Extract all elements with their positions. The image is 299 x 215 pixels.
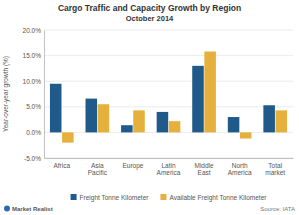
y-tick-label: -5.0% — [24, 155, 41, 162]
grid — [44, 30, 293, 158]
x-tick: Africa — [53, 158, 70, 169]
legend-swatch — [71, 194, 77, 200]
legend-item: Freight Tonne Kilometer — [71, 194, 150, 202]
x-axis-line — [45, 158, 294, 159]
y-tick-label: 20.0% — [23, 27, 42, 34]
title: Cargo Traffic and Capacity Growth by Reg… — [58, 3, 241, 13]
y-axis-line — [44, 31, 45, 159]
y-tick-label: 0.0% — [26, 129, 41, 136]
bar — [204, 52, 216, 133]
bar — [276, 110, 288, 132]
bar — [192, 66, 204, 133]
y-tick-label: 15.0% — [23, 52, 42, 59]
y-tick: 15.0% — [23, 52, 44, 59]
plot: -5.0% 0.0% 5.0% 10.0% 15.0% 20.0% Africa AsiaPa… — [23, 27, 294, 176]
grid-line — [44, 55, 293, 56]
x-axis: Africa AsiaPacific Europe LatinAmerica Middl… — [45, 158, 294, 176]
grid-line — [44, 132, 293, 133]
y-tick: 5.0% — [26, 103, 44, 110]
grid-line — [44, 106, 293, 107]
legend-label: Available Freight Tonne Kilometer — [169, 194, 267, 202]
logo-icon — [4, 206, 10, 212]
y-tick-label: 5.0% — [26, 103, 41, 110]
y-tick: 0.0% — [26, 129, 44, 136]
x-tick: Totalmarket — [265, 158, 285, 176]
y-tick: 10.0% — [23, 78, 44, 85]
y-axis-title: Year-over-year growth (%) — [2, 56, 10, 132]
bar — [98, 104, 110, 132]
x-tick-label: Europe — [122, 162, 143, 170]
bar — [240, 132, 252, 138]
y-tick: -5.0% — [24, 155, 44, 162]
bar — [263, 105, 275, 132]
x-tick: Europe — [122, 158, 143, 170]
bar — [121, 125, 133, 132]
bars — [50, 52, 287, 143]
legend-swatch — [160, 194, 166, 200]
bar — [228, 117, 240, 132]
bar — [62, 132, 74, 142]
source: Source: IATA — [260, 206, 295, 212]
x-tick: AsiaPacific — [88, 158, 108, 176]
x-tick: NorthAmerica — [228, 158, 252, 176]
x-tick: LatinAmerica — [157, 158, 181, 176]
x-tick-label: Totalmarket — [265, 162, 285, 176]
grid-line — [44, 30, 293, 31]
legend: Freight Tonne Kilometer Available Freight… — [71, 194, 268, 202]
x-tick-label: LatinAmerica — [157, 162, 181, 176]
x-tick-label: Africa — [53, 162, 70, 169]
x-tick-label: AsiaPacific — [88, 162, 108, 176]
y-tick-label: 10.0% — [23, 78, 42, 85]
bar — [50, 84, 62, 133]
x-tick: MiddleEast — [194, 158, 214, 176]
grid-line — [44, 158, 293, 159]
bar — [133, 110, 145, 132]
legend-item: Available Freight Tonne Kilometer — [160, 194, 267, 202]
bar — [169, 121, 181, 132]
logo-text: Market Realist — [12, 206, 53, 212]
subtitle: October 2014 — [126, 14, 174, 23]
y-axis: -5.0% 0.0% 5.0% 10.0% 15.0% 20.0% — [23, 27, 45, 162]
x-tick-label: NorthAmerica — [228, 162, 252, 176]
x-tick-label: MiddleEast — [194, 162, 214, 176]
chart: Cargo Traffic and Capacity Growth by Reg… — [0, 0, 299, 215]
bar — [157, 112, 169, 132]
logo: Market Realist — [4, 206, 53, 213]
grid-line — [44, 81, 293, 82]
legend-label: Freight Tonne Kilometer — [80, 194, 150, 202]
y-tick: 20.0% — [23, 27, 44, 34]
bar — [86, 99, 98, 133]
